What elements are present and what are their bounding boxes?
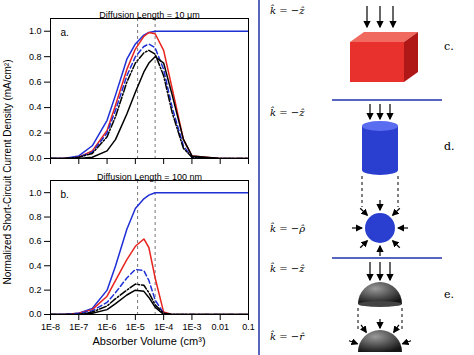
svg-text:0.6: 0.6 xyxy=(29,77,42,87)
svg-text:1E-6: 1E-6 xyxy=(98,322,117,332)
svg-text:0.0: 0.0 xyxy=(29,309,42,319)
svg-text:0.4: 0.4 xyxy=(29,102,42,112)
svg-text:e.: e. xyxy=(444,288,454,301)
html-text:Absorber Volume (cm³): Absorber Volume (cm³) xyxy=(92,335,206,347)
svg-text:c.: c. xyxy=(444,40,454,53)
svg-text:1E-3: 1E-3 xyxy=(182,322,201,332)
svg-text:0.01: 0.01 xyxy=(211,322,229,332)
svg-text:0.0: 0.0 xyxy=(29,153,42,163)
svg-text:1E-4: 1E-4 xyxy=(154,322,173,332)
svg-text:0.4: 0.4 xyxy=(29,261,42,271)
svg-text:0.2: 0.2 xyxy=(29,128,42,138)
svg-text:0.2: 0.2 xyxy=(29,285,42,295)
svg-text:k̂ = −ρ̂: k̂ = −ρ̂ xyxy=(270,222,305,234)
svg-text:0.1: 0.1 xyxy=(242,322,255,332)
svg-text:Normalized Short-Circuit Curre: Normalized Short-Circuit Current Density… xyxy=(2,59,13,284)
svg-text:k̂ = −r̂: k̂ = −r̂ xyxy=(270,330,305,342)
svg-text:1E-8: 1E-8 xyxy=(41,322,60,332)
svg-text:b.: b. xyxy=(61,189,69,200)
svg-text:0.8: 0.8 xyxy=(29,212,42,222)
svg-text:k̂ = −ẑ: k̂ = −ẑ xyxy=(270,106,305,118)
svg-text:k̂ = −ẑ: k̂ = −ẑ xyxy=(270,262,305,274)
svg-text:Diffusion Length = 10 μm: Diffusion Length = 10 μm xyxy=(99,10,199,20)
svg-text:1E-5: 1E-5 xyxy=(126,322,145,332)
svg-text:a.: a. xyxy=(61,27,69,38)
svg-text:Diffusion Length = 100 nm: Diffusion Length = 100 nm xyxy=(97,172,202,182)
svg-text:k̂ = −ẑ: k̂ = −ẑ xyxy=(270,4,305,16)
svg-text:0.6: 0.6 xyxy=(29,236,42,246)
svg-text:1.0: 1.0 xyxy=(29,188,42,198)
svg-text:0.8: 0.8 xyxy=(29,52,42,62)
svg-text:d.: d. xyxy=(444,140,455,153)
svg-text:1.0: 1.0 xyxy=(29,26,42,36)
svg-text:1E-7: 1E-7 xyxy=(69,322,88,332)
